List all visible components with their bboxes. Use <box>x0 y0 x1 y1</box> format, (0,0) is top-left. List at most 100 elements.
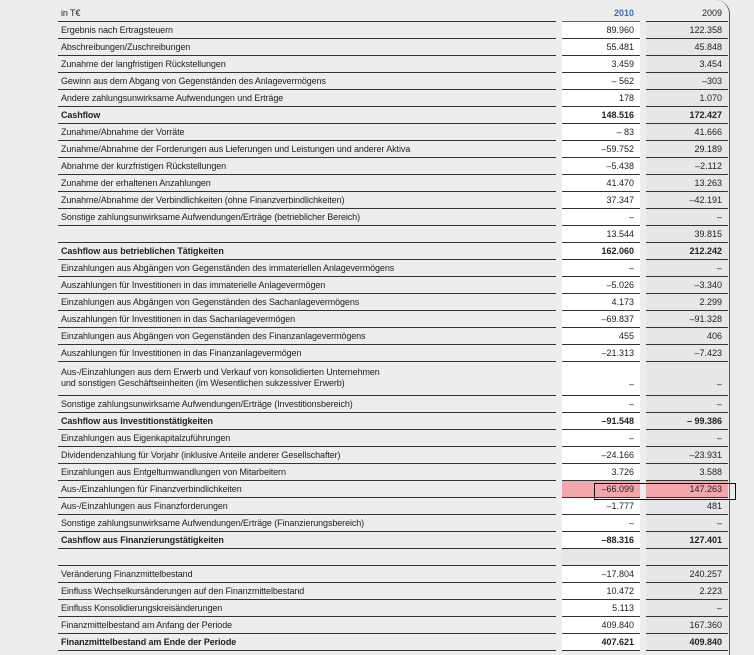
value-2009[interactable]: –7.423 <box>646 345 728 362</box>
value-2009[interactable]: – <box>646 515 728 532</box>
value-2009[interactable]: 212.242 <box>646 243 728 260</box>
row-label: Zunahme der langfristigen Rückstellungen <box>58 56 556 73</box>
table-row: Einzahlungen aus Entgeltumwandlungen von… <box>58 464 729 481</box>
value-2010[interactable]: – <box>562 362 640 396</box>
value-2009[interactable]: – <box>646 209 728 226</box>
value-2010[interactable]: 55.481 <box>562 39 640 56</box>
value-2009[interactable]: – <box>646 600 728 617</box>
table-row: Abschreibungen/Zuschreibungen 55.481 45.84… <box>58 39 729 56</box>
value-2010[interactable]: – <box>562 430 640 447</box>
value-2009[interactable]: 2.223 <box>646 583 728 600</box>
table-row: Sonstige zahlungsunwirksame Aufwendungen… <box>58 209 729 226</box>
row-label: Veränderung Finanzmittelbestand <box>58 566 556 583</box>
value-2010[interactable]: – <box>562 396 640 413</box>
value-2010[interactable] <box>562 549 640 566</box>
value-2009[interactable]: –42.191 <box>646 192 728 209</box>
row-label: Andere zahlungsunwirksame Aufwendungen u… <box>58 90 556 107</box>
value-2010[interactable]: –69.837 <box>562 311 640 328</box>
value-2010[interactable]: 3.459 <box>562 56 640 73</box>
value-2009[interactable]: 147.263 <box>646 481 728 498</box>
value-2009[interactable]: 240.257 <box>646 566 728 583</box>
value-2010[interactable]: 178 <box>562 90 640 107</box>
row-label: Dividendenzahlung für Vorjahr (inklusive… <box>58 447 556 464</box>
value-2010[interactable]: 5.113 <box>562 600 640 617</box>
value-2010[interactable]: 407.621 <box>562 634 640 651</box>
row-label: Ergebnis nach Ertragsteuern <box>58 22 556 39</box>
value-2009[interactable]: 406 <box>646 328 728 345</box>
value-2010[interactable]: 89.960 <box>562 22 640 39</box>
value-2010[interactable]: –17.804 <box>562 566 640 583</box>
value-2010[interactable]: –21.313 <box>562 345 640 362</box>
value-2009[interactable]: 41.666 <box>646 124 728 141</box>
value-2009[interactable]: –303 <box>646 73 728 90</box>
row-label: Auszahlungen für Investitionen in das Fi… <box>58 345 556 362</box>
row-label <box>58 549 556 566</box>
row-label: Cashflow aus Finanzierungstätigkeiten <box>58 532 556 549</box>
value-2009[interactable]: –3.340 <box>646 277 728 294</box>
value-2009[interactable] <box>646 549 728 566</box>
value-2010[interactable]: – 562 <box>562 73 640 90</box>
value-2009[interactable]: – <box>646 260 728 277</box>
value-2009[interactable]: 2.299 <box>646 294 728 311</box>
value-2010[interactable]: 409.840 <box>562 617 640 634</box>
value-2010[interactable]: –91.548 <box>562 413 640 430</box>
value-2009[interactable]: – <box>646 396 728 413</box>
table-row: Auszahlungen für Investitionen in das Sa… <box>58 311 729 328</box>
value-2009[interactable]: 29.189 <box>646 141 728 158</box>
value-2010[interactable]: –5.026 <box>562 277 640 294</box>
row-label: Sonstige zahlungsunwirksame Aufwendungen… <box>58 396 556 413</box>
value-2009[interactable]: 45.848 <box>646 39 728 56</box>
value-2010[interactable]: 37.347 <box>562 192 640 209</box>
value-2009[interactable]: 127.401 <box>646 532 728 549</box>
row-label: Sonstige zahlungsunwirksame Aufwendungen… <box>58 209 556 226</box>
value-2010[interactable]: –1.777 <box>562 498 640 515</box>
value-2010[interactable]: 455 <box>562 328 640 345</box>
value-2010[interactable]: 162.060 <box>562 243 640 260</box>
value-2010[interactable]: –66.099 <box>562 481 640 498</box>
table-row: Cashflow aus betrieblichen Tätigkeiten 16… <box>58 243 729 260</box>
value-2009[interactable]: 13.263 <box>646 175 728 192</box>
value-2009[interactable]: 3.454 <box>646 56 728 73</box>
row-label: Einzahlungen aus Eigenkapitalzuführungen <box>58 430 556 447</box>
table-row: Auszahlungen für Investitionen in das im… <box>58 277 729 294</box>
value-2010[interactable]: – <box>562 515 640 532</box>
table-row: Zunahme der erhaltenen Anzahlungen 41.470… <box>58 175 729 192</box>
value-2009[interactable]: – <box>646 430 728 447</box>
value-2009[interactable]: –91.328 <box>646 311 728 328</box>
value-2009[interactable]: 481 <box>646 498 728 515</box>
table-header: in T€ 2010 2009 <box>58 5 729 22</box>
value-2010[interactable]: 3.726 <box>562 464 640 481</box>
value-2009[interactable]: 39.815 <box>646 226 728 243</box>
value-2010[interactable]: 10.472 <box>562 583 640 600</box>
value-2009[interactable]: – <box>646 362 728 396</box>
value-2009[interactable]: 122.358 <box>646 22 728 39</box>
value-2009[interactable]: – 99.386 <box>646 413 728 430</box>
value-2010[interactable]: –88.316 <box>562 532 640 549</box>
value-2010[interactable]: – <box>562 209 640 226</box>
value-2010[interactable]: 148.516 <box>562 107 640 124</box>
row-label: Cashflow aus betrieblichen Tätigkeiten <box>58 243 556 260</box>
row-label: Einzahlungen aus Abgängen von Gegenständ… <box>58 260 556 277</box>
value-2009[interactable]: –2.112 <box>646 158 728 175</box>
value-2010[interactable]: –5.438 <box>562 158 640 175</box>
value-2010[interactable]: –59.752 <box>562 141 640 158</box>
value-2010[interactable]: –24.166 <box>562 447 640 464</box>
value-2010[interactable]: – <box>562 260 640 277</box>
table-row: Einzahlungen aus Abgängen von Gegenständ… <box>58 328 729 345</box>
row-label: Auszahlungen für Investitionen in das im… <box>58 277 556 294</box>
value-2009[interactable]: 3.588 <box>646 464 728 481</box>
value-2009[interactable]: 1.070 <box>646 90 728 107</box>
value-2010[interactable]: 4.173 <box>562 294 640 311</box>
row-label-line: und sonstigen Geschäftseinheiten (im Wes… <box>61 378 345 388</box>
page-frame <box>729 0 730 655</box>
value-2009[interactable]: 167.360 <box>646 617 728 634</box>
row-label: Einfluss Konsolidierungskreisänderungen <box>58 600 556 617</box>
value-2010[interactable]: – 83 <box>562 124 640 141</box>
value-2009[interactable]: –23.931 <box>646 447 728 464</box>
table-row: Zunahme/Abnahme der Verbindlichkeiten (o… <box>58 192 729 209</box>
column-header-2009: 2009 <box>646 5 728 22</box>
value-2009[interactable]: 172.427 <box>646 107 728 124</box>
value-2010[interactable]: 41.470 <box>562 175 640 192</box>
value-2010[interactable]: 13.544 <box>562 226 640 243</box>
value-2009[interactable]: 409.840 <box>646 634 728 651</box>
